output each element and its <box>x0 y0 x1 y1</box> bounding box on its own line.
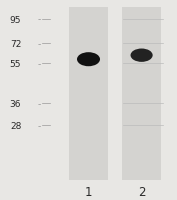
Text: -: - <box>37 121 41 130</box>
Text: 72: 72 <box>10 39 21 48</box>
Text: 55: 55 <box>10 59 21 68</box>
Bar <box>69 8 108 180</box>
Text: -: - <box>37 15 41 24</box>
Ellipse shape <box>77 53 100 67</box>
Text: -: - <box>37 59 41 68</box>
Text: 36: 36 <box>10 99 21 108</box>
Text: -: - <box>37 99 41 108</box>
Bar <box>122 8 161 180</box>
Text: 1: 1 <box>85 185 92 198</box>
Ellipse shape <box>130 49 153 63</box>
Text: 95: 95 <box>10 15 21 24</box>
Text: 2: 2 <box>138 185 145 198</box>
Text: 28: 28 <box>10 121 21 130</box>
Text: -: - <box>37 39 41 48</box>
